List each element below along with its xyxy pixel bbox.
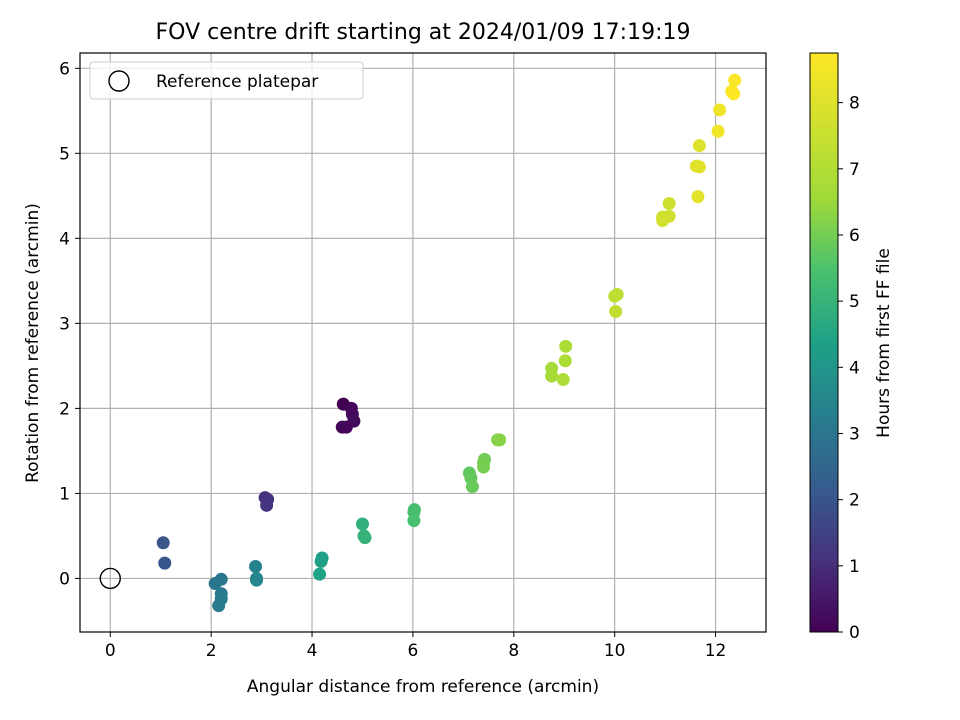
data-point [691, 190, 705, 204]
data-point [260, 498, 274, 512]
y-tick-label: 4 [59, 229, 70, 249]
x-tick-label: 0 [105, 641, 116, 661]
y-axis-label: Rotation from reference (arcmin) [23, 203, 43, 483]
data-point [609, 304, 623, 318]
x-axis-label: Angular distance from reference (arcmin) [247, 677, 599, 697]
data-point [545, 369, 559, 383]
x-tick-label: 8 [508, 641, 519, 661]
y-tick-label: 1 [59, 484, 70, 504]
data-point [728, 73, 742, 87]
data-point [314, 554, 328, 568]
colorbar-tick-label: 3 [849, 424, 860, 444]
colorbar-ticks: 0 1 2 3 4 5 6 7 8 [838, 94, 860, 643]
legend-label-reference: Reference platepar [156, 72, 318, 92]
data-point [559, 339, 573, 353]
data-point [556, 372, 570, 386]
data-point [158, 556, 172, 570]
data-point [355, 517, 369, 531]
colorbar-tick-label: 6 [849, 226, 860, 246]
colorbar-tick-label: 1 [849, 557, 860, 577]
x-axis: 0 2 4 6 8 10 12 [105, 632, 727, 661]
x-tick-label: 12 [705, 641, 727, 661]
y-tick-label: 2 [59, 399, 70, 419]
data-point [250, 573, 264, 587]
y-tick-label: 5 [59, 144, 70, 164]
y-axis: 0 1 2 3 4 5 6 [59, 59, 80, 589]
colorbar-tick-label: 7 [849, 160, 860, 180]
x-tick-label: 2 [206, 641, 217, 661]
data-point [339, 420, 353, 434]
reference-marker [99, 567, 121, 590]
data-point [493, 433, 507, 447]
y-tick-label: 3 [59, 314, 70, 334]
data-point [358, 531, 372, 545]
y-tick-label: 6 [59, 59, 70, 79]
legend-box [89, 61, 364, 100]
data-point [662, 196, 676, 210]
colorbar-tick-label: 4 [849, 358, 860, 378]
legend-marker-reference [108, 70, 130, 92]
data-point [313, 567, 327, 581]
colorbar-tick-label: 0 [849, 623, 860, 643]
colorbar-label: Hours from first FF file [874, 248, 894, 438]
data-point [477, 460, 491, 474]
data-point [713, 103, 727, 117]
data-point [727, 87, 741, 101]
data-point [656, 213, 670, 227]
data-point [407, 514, 421, 528]
data-point [711, 124, 725, 138]
data-point [249, 560, 263, 574]
legend: Reference platepar [89, 61, 364, 100]
x-tick-label: 6 [407, 641, 418, 661]
y-tick-label: 0 [59, 569, 70, 589]
x-tick-label: 4 [307, 641, 318, 661]
data-point [692, 139, 706, 153]
data-point [214, 572, 228, 586]
data-point [212, 599, 226, 613]
colorbar-tick-label: 8 [849, 94, 860, 114]
chart-title: FOV centre drift starting at 2024/01/09 … [156, 20, 691, 45]
data-point [692, 160, 706, 174]
grid [80, 53, 766, 632]
colorbar-gradient [809, 52, 839, 633]
data-point [156, 536, 170, 550]
x-tick-label: 10 [604, 641, 626, 661]
colorbar-tick-label: 2 [849, 491, 860, 511]
data-point [558, 354, 572, 368]
plot-frame [79, 52, 767, 633]
colorbar: 0 1 2 3 4 5 6 7 8 Hours from first FF file [809, 52, 894, 643]
data-point [608, 289, 622, 303]
colorbar-tick-label: 5 [849, 292, 860, 312]
data-points [99, 73, 742, 613]
data-point [465, 480, 479, 494]
